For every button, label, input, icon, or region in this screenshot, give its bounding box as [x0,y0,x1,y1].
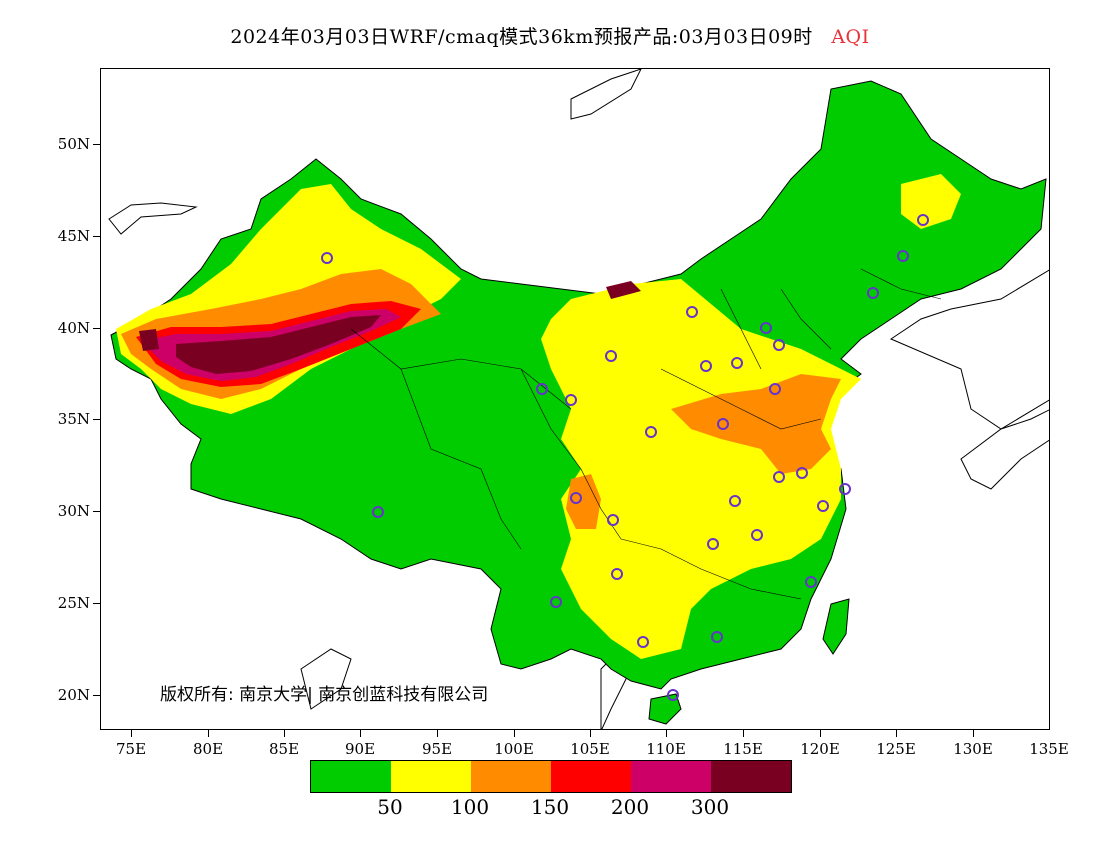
balkhash-lake [108,202,198,235]
aqi-zone-maroon-west [139,329,159,351]
aqi-zone-orange-east [671,374,841,474]
legend-swatch-green [311,761,391,792]
lon-tick [437,730,438,737]
legend-label-300: 300 [690,795,730,819]
aqi-zone-maroon [176,315,381,374]
aqi-zone-yellow-central [541,279,861,659]
lat-tick [93,603,100,604]
lat-label-35n: 35N [57,410,90,428]
lon-label-75e: 75E [115,740,147,758]
lon-label-85e: 85E [268,740,300,758]
lon-label-110e: 110E [646,740,686,758]
legend-swatch-red [551,761,631,792]
lat-label-30n: 30N [57,502,90,520]
lon-tick [590,730,591,737]
legend-swatch-yellow [391,761,471,792]
lon-tick [820,730,821,737]
aqi-map [108,69,1049,729]
lat-tick [93,236,100,237]
aqi-zone-maroon-north [606,281,641,299]
lon-label-100e: 100E [494,740,534,758]
title-main: 2024年03月03日WRF/cmaq模式36km预报产品:03月03日09时 [230,26,813,48]
title-product: AQI [831,26,870,48]
lon-tick [896,730,897,737]
lon-tick [131,730,132,737]
legend-swatch-orange [471,761,551,792]
lon-label-115e: 115E [723,740,763,758]
map-title: 2024年03月03日WRF/cmaq模式36km预报产品:03月03日09时 … [0,22,1100,49]
lat-tick [93,511,100,512]
lon-tick [514,730,515,737]
lat-tick [93,419,100,420]
legend-swatch-magenta [631,761,711,792]
legend-swatch-maroon [711,761,791,792]
lon-label-95e: 95E [421,740,453,758]
lat-tick [93,328,100,329]
baikal-lake [570,69,642,120]
lat-tick [93,695,100,696]
lon-label-80e: 80E [192,740,224,758]
legend-label-50: 50 [377,795,403,819]
lon-label-135e: 135E [1029,740,1069,758]
map-frame [100,68,1050,730]
lon-label-120e: 120E [800,740,840,758]
lon-tick [208,730,209,737]
city-markers [321,214,929,701]
lon-tick [360,730,361,737]
legend-label-100: 100 [450,795,490,819]
lon-label-130e: 130E [953,740,993,758]
copyright-text: 版权所有: 南京大学| 南京创蓝科技有限公司 [160,685,489,705]
lon-label-125e: 125E [876,740,916,758]
lat-label-45n: 45N [57,227,90,245]
india-coast [300,648,352,710]
lat-label-25n: 25N [57,594,90,612]
lon-label-105e: 105E [570,740,610,758]
lon-tick [284,730,285,737]
lat-label-20n: 20N [57,686,90,704]
lon-tick [743,730,744,737]
lon-label-90e: 90E [344,740,376,758]
lat-tick [93,144,100,145]
japan-coast [960,409,1049,490]
aqi-zone-orange-sichuan [566,474,601,529]
korea-japan-coast [889,269,1049,430]
lat-label-40n: 40N [57,319,90,337]
legend-label-150: 150 [530,795,570,819]
taiwan-island [822,598,850,655]
aqi-zone-yellow-northeast [901,174,961,229]
hainan-island [648,693,682,725]
aqi-legend [310,760,792,793]
legend-label-200: 200 [610,795,650,819]
lat-label-50n: 50N [57,135,90,153]
lon-tick [666,730,667,737]
lon-tick [973,730,974,737]
